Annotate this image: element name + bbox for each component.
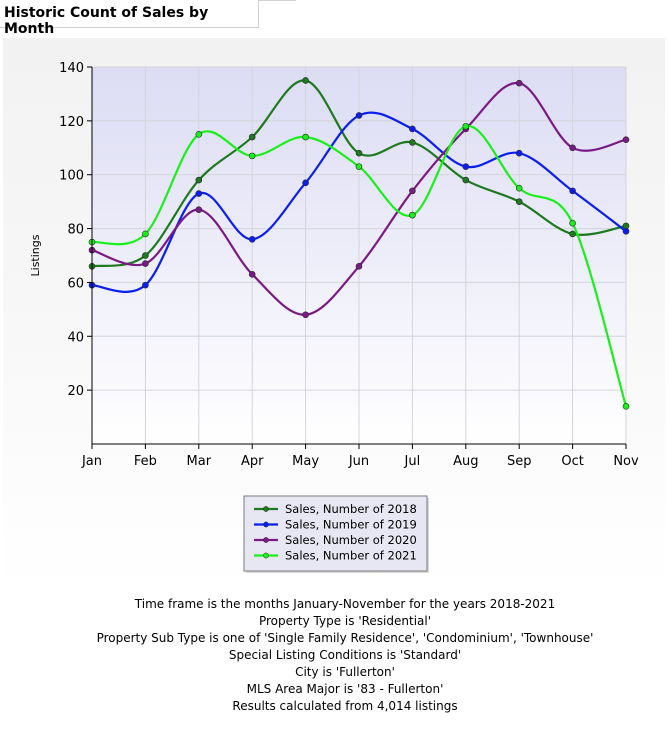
sales-line-chart: 20 40 60 80 100 120 140 Jan Feb Mar Apr May Jun Jul Au… (29, 61, 639, 573)
data-point (409, 187, 416, 195)
series-2 (88, 111, 630, 293)
data-point (142, 252, 149, 259)
data-point (142, 260, 149, 267)
data-point (302, 77, 309, 84)
criteria-property-subtype: Property Sub Type is one of 'Single Fami… (96, 631, 594, 645)
x-tick-label: Mar (187, 454, 212, 469)
legend-label: Sales, Number of 2020 (285, 533, 417, 547)
legend-label: Sales, Number of 2018 (285, 502, 417, 516)
data-point (515, 79, 523, 87)
chart-area: 20 40 60 80 100 120 140 Jan Feb Mar Apr May Jun Jul Au… (3, 38, 665, 588)
series-line (91, 125, 628, 407)
data-point (569, 219, 576, 227)
data-point (195, 190, 203, 197)
legend-item: Sales, Number of 2019 (254, 518, 417, 532)
criteria-property-type: Property Type is 'Residential' (258, 614, 432, 628)
data-point (302, 179, 309, 187)
data-point (569, 230, 576, 238)
y-tick-label: 140 (59, 61, 84, 76)
legend-label: Sales, Number of 2019 (285, 518, 417, 532)
legend-item: Sales, Number of 2018 (254, 502, 417, 516)
data-point (515, 184, 523, 192)
x-tick-label: Oct (561, 454, 583, 469)
data-point (462, 163, 470, 170)
criteria-listing-conditions: Special Listing Conditions is 'Standard' (228, 648, 462, 662)
legend-item: Sales, Number of 2020 (254, 533, 417, 547)
series-line (91, 79, 627, 268)
x-tick-label: Jun (348, 454, 369, 469)
data-point (622, 402, 630, 410)
data-point (248, 271, 256, 278)
x-tick-label: Sep (507, 454, 532, 469)
y-tick-label: 60 (67, 276, 84, 291)
panel-title: Historic Count of Sales by Month (4, 5, 209, 37)
data-point (195, 131, 203, 138)
data-point (248, 152, 256, 160)
data-point (248, 236, 256, 243)
data-point (462, 176, 470, 184)
data-point (195, 176, 203, 184)
y-tick-label: 80 (67, 223, 84, 238)
y-tick-label: 120 (59, 115, 84, 130)
criteria-city: City is 'Fullerton' (295, 665, 395, 679)
x-tick-label: Aug (453, 454, 478, 469)
y-tick-label: 20 (67, 384, 84, 399)
data-point (462, 122, 470, 130)
data-point (142, 281, 149, 289)
data-point (515, 198, 523, 205)
x-tick-label: Jan (81, 454, 102, 469)
data-point (409, 139, 416, 146)
data-point (622, 136, 630, 144)
data-point (248, 133, 256, 141)
x-tick-label: Feb (134, 454, 157, 469)
y-axis-title: Listings (29, 234, 42, 276)
series-3 (88, 79, 630, 319)
data-point (355, 149, 363, 157)
legend-item: Sales, Number of 2021 (254, 549, 417, 563)
y-tick-label: 40 (67, 330, 84, 345)
y-tick-label: 100 (59, 169, 84, 184)
data-point (569, 144, 576, 152)
legend-swatch-marker (263, 552, 269, 559)
data-point (569, 187, 576, 195)
report-criteria: Time frame is the months January-Novembe… (0, 596, 670, 715)
title-rule (259, 0, 296, 1)
legend-swatch-marker (263, 537, 269, 543)
x-tick-label: Jul (404, 454, 421, 469)
legend-swatch-marker (263, 506, 269, 512)
series-1 (88, 77, 630, 270)
data-point (355, 163, 363, 170)
data-point (302, 311, 309, 319)
criteria-timeframe: Time frame is the months January-Novembe… (134, 597, 556, 611)
panel-title-box: Historic Count of Sales by Month (0, 0, 259, 37)
data-point (409, 125, 416, 133)
data-point (355, 262, 363, 270)
criteria-mls-area: MLS Area Major is '83 - Fullerton' (246, 682, 444, 696)
data-point (195, 206, 203, 214)
data-point (622, 227, 630, 235)
series-line (91, 111, 627, 293)
data-point (515, 149, 523, 157)
data-point (302, 133, 309, 141)
data-point (142, 230, 149, 238)
x-tick-label: Nov (613, 454, 639, 469)
criteria-results-count: Results calculated from 4,014 listings (232, 699, 458, 713)
x-tick-label: Apr (241, 454, 264, 469)
legend-label: Sales, Number of 2021 (285, 549, 417, 563)
data-point (355, 112, 363, 119)
data-point (409, 211, 416, 219)
x-tick-label: May (292, 454, 319, 469)
series-4 (88, 122, 630, 410)
legend-swatch-marker (263, 521, 269, 528)
